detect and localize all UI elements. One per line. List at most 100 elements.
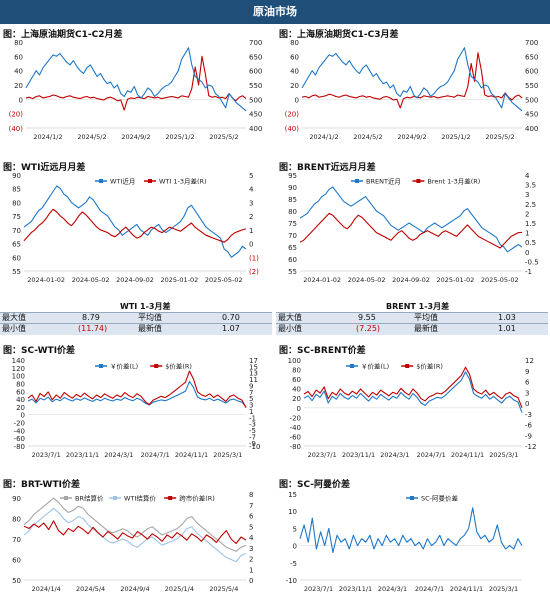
series-line-2 [23,520,247,545]
y-right-tick-label: 5 [249,395,253,403]
x-tick-label: 2025/5/2 [209,133,238,141]
y-left-tick-label: 120 [12,365,25,373]
stats-brent-avg: 1.03 [498,313,516,322]
y-right-tick-label: 17 [249,357,258,365]
y-right-tick-label: 500 [249,96,262,104]
x-tick-label: 2025/3/1 [489,451,518,459]
y-left-tick-label: 95 [288,172,297,180]
y-left-tick-label: (40) [9,125,24,133]
chart-sc-c1c3: 80 60 40 20 0 (20) (40) 700 650 600 550 500 450 400 20… [285,39,539,141]
stats-brent-latest-label: 最新值 [414,324,438,333]
stats-brent-title: BRENT 1-3月差 [386,302,450,311]
y-right-tick-label: 550 [249,82,262,90]
y-right-tick-label: 3 [249,402,253,410]
y-left-tick-label: 5 [293,525,297,533]
y-right-tick-label: 7 [249,389,253,397]
series-line-1 [23,208,247,243]
y-right-tick-label: 650 [249,53,262,61]
x-tick-label: 2024/3/1 [380,451,409,459]
y-right-tick-label: 700 [249,39,262,47]
stats-wti-avg: 0.70 [222,313,240,322]
y-right-tick-label: 0.5 [525,239,536,247]
x-tick-label: 2023/7/1 [304,585,333,593]
y-left-tick-label: 0 [293,543,297,551]
x-tick-label: 2024/5/2 [353,133,382,141]
y-right-tick-label: 450 [249,111,262,119]
legend-label: WTI结算价 [124,494,156,503]
legend-label: WTI近月 [110,177,135,186]
x-tick-label: 2025-01-02 [437,276,475,284]
chart-brt-wti: 90 80 70 60 50 8 7 6 5 4 3 2 1 0 2024/1/4 2024/5/4 2024/… [12,491,254,593]
y-left-tick-label: 75 [288,220,297,228]
y-left-tick-label: 60 [292,376,301,384]
y-left-tick-label: 0 [297,405,301,413]
y-right-tick-label: (1) [249,254,259,262]
x-tick-label: 2024/7/1 [415,585,444,593]
stats-brent-max: 9.55 [358,313,376,322]
y-left-tick-label: 80 [14,39,23,47]
y-right-tick-label: 6 [525,379,530,387]
series-line-0 [303,371,523,413]
y-right-tick-label: -1 [249,414,256,422]
y-left-tick-label: 20 [16,404,25,412]
panel-title-sc-oman: 图：SC-阿曼价差 [279,480,351,490]
x-tick-label: 2024-05-02 [348,276,386,284]
x-tick-label: 2023/11/1 [342,451,375,459]
y-left-tick-label: 80 [288,208,297,216]
y-right-tick-label: 550 [525,82,538,90]
series-line-1 [25,47,247,112]
legend-marker [154,364,159,368]
y-left-tick-label: 0 [295,96,299,104]
y-left-tick-label: 70 [12,536,21,544]
y-right-tick-label: 2 [249,556,253,564]
y-right-tick-label: 8 [249,491,253,499]
x-tick-label: 2024/9/2 [121,133,150,141]
y-left-tick-label: -80 [14,443,25,451]
y-left-tick-label: 55 [12,268,21,276]
y-left-tick-label: 70 [288,232,297,240]
x-tick-label: 2023/11/1 [66,451,99,459]
series-line-1 [299,212,523,249]
y-right-tick-label: 1 [249,408,253,416]
y-right-tick-label: 13 [249,370,258,378]
y-left-tick-label: 75 [12,213,21,221]
y-right-tick-label: 9 [525,368,529,376]
stats-wti-avg-label: 平均值 [138,313,162,322]
y-left-tick-label: -5 [290,560,297,568]
y-right-tick-label: -9 [249,440,256,448]
y-left-tick-label: 15 [288,491,297,499]
x-tick-label: 2024/11/1 [175,451,208,459]
legend-label: ￥价差(L) [361,362,389,371]
y-left-tick-label: 10 [288,508,297,516]
panel-title-brt-wti: 图：BRT-WTI价差 [3,480,80,490]
y-left-tick-label: 60 [12,254,21,262]
y-right-tick-label: 450 [525,111,538,119]
x-tick-label: 2024-05-02 [72,276,110,284]
y-right-tick-label: -9 [525,432,532,440]
stats-wti-latest-label: 最新值 [138,324,162,333]
x-tick-label: 2024/1/2 [33,133,62,141]
stats-wti-min-label: 最小值 [2,324,26,333]
y-right-tick-label: 600 [249,68,262,76]
panel-title-sc-c1c3: 图：上海原油期货C1-C3月差 [279,30,399,40]
y-left-tick-label: -40 [290,424,301,432]
x-tick-label: 2024/1/4 [32,585,61,593]
y-left-tick-label: -60 [14,435,25,443]
y-right-tick-label: 400 [525,125,538,133]
y-right-tick-label: 3 [249,199,253,207]
x-tick-label: 2025/1/4 [165,585,194,593]
y-left-tick-label: 40 [16,396,25,404]
y-right-tick-label: 2 [525,210,529,218]
panel-title-sc-c1c2: 图：上海原油期货C1-C2月差 [3,30,123,40]
x-tick-label: 2024/9/2 [397,133,426,141]
y-left-tick-label: 40 [14,68,23,76]
x-tick-label: 2025/3/1 [213,451,242,459]
x-tick-label: 2024/11/1 [451,451,484,459]
y-right-tick-label: 0 [525,249,529,257]
x-tick-label: 2024/7/1 [141,451,170,459]
y-right-tick-label: -3 [525,411,532,419]
legend-label: BRENT近月 [366,177,401,186]
x-tick-label: 2025/3/1 [489,585,518,593]
y-right-tick-label: 0 [525,400,529,408]
stats-wti-max-label: 最大值 [2,313,26,322]
